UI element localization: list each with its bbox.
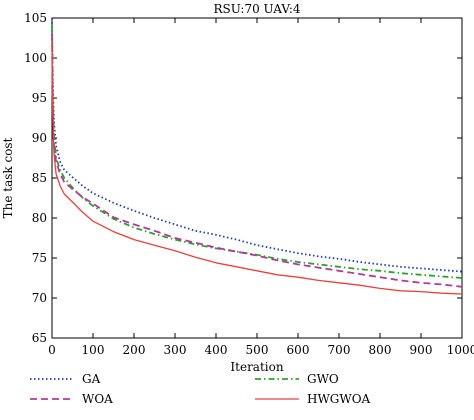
x-tick-label: 300 (164, 343, 187, 357)
x-tick-label: 200 (123, 343, 146, 357)
series-line-hwgwoa (51, 41, 463, 295)
plot-frame (51, 17, 463, 339)
y-tick-label: 80 (32, 211, 47, 225)
y-tick-label: 85 (32, 171, 47, 185)
legend-label-ga: GA (82, 372, 101, 386)
series-line-woa (51, 33, 463, 288)
x-axis-label: Iteration (230, 360, 283, 374)
series-line-gwo (51, 25, 463, 279)
y-axis: 65 70 75 80 85 90 95 100 105 (24, 11, 462, 345)
x-tick-label: 600 (287, 343, 310, 357)
x-tick-label: 100 (82, 343, 105, 357)
chart-title: RSU:70 UAV:4 (213, 2, 300, 16)
plot-area (51, 17, 463, 339)
x-tick-label: 800 (369, 343, 392, 357)
legend-label-gwo: GWO (307, 372, 339, 386)
legend-label-woa: WOA (82, 392, 113, 406)
x-tick-label: 700 (328, 343, 351, 357)
legend: GA GWO WOA HWGWOA (30, 372, 371, 406)
y-tick-label: 75 (32, 251, 47, 265)
y-axis-label: The task cost (1, 137, 15, 218)
y-tick-label: 65 (32, 331, 47, 345)
y-tick-label: 95 (32, 91, 47, 105)
x-tick-label: 400 (205, 343, 228, 357)
legend-label-hwgwoa: HWGWOA (307, 392, 371, 406)
x-tick-label: 500 (246, 343, 269, 357)
y-tick-label: 105 (24, 11, 47, 25)
y-tick-label: 90 (32, 131, 47, 145)
x-axis: 0 100 200 300 400 500 600 700 800 900 1000 (48, 18, 474, 357)
x-tick-label: 900 (410, 343, 433, 357)
y-tick-label: 100 (24, 51, 47, 65)
series-lines (51, 17, 463, 295)
y-tick-label: 70 (32, 291, 47, 305)
series-line-ga (51, 17, 463, 273)
x-tick-label: 0 (48, 343, 56, 357)
x-tick-label: 1000 (447, 343, 474, 357)
